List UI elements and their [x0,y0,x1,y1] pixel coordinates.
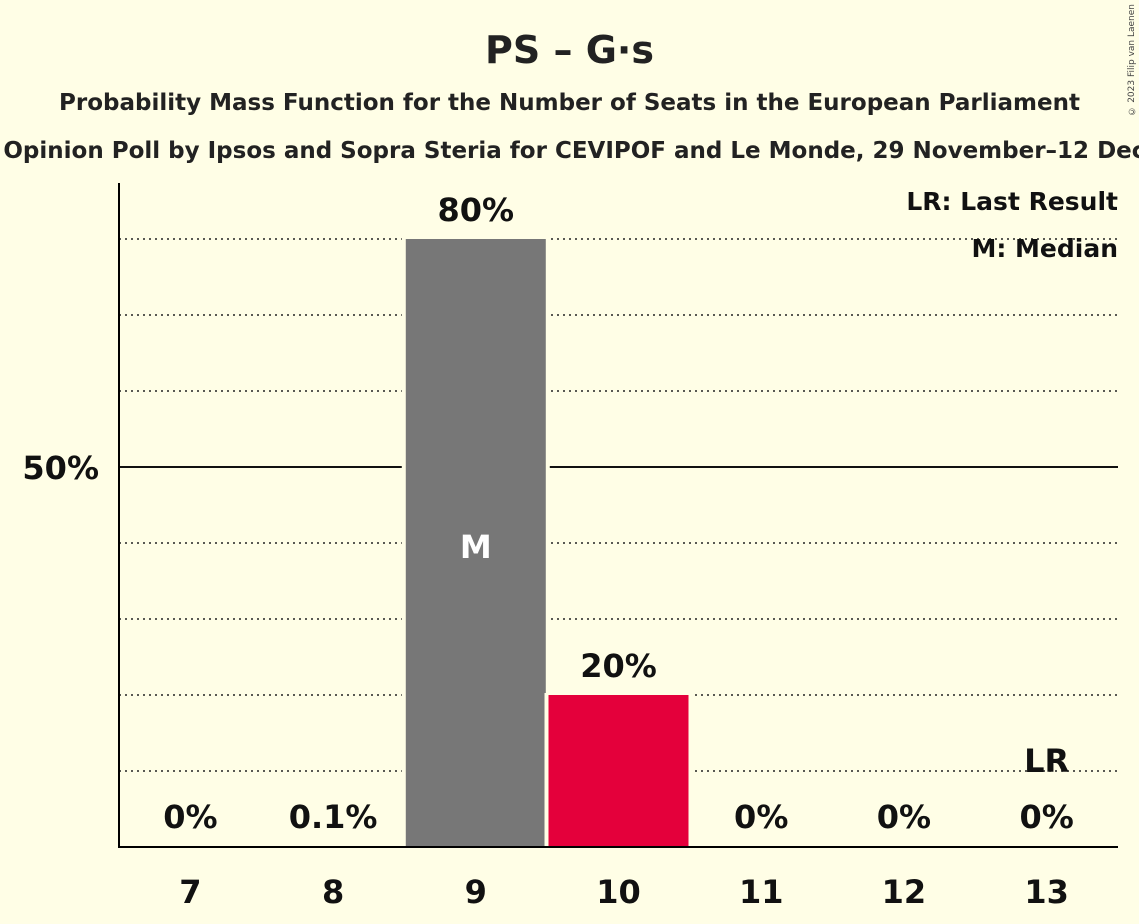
x-tick-label: 10 [596,873,641,911]
data-label: 0% [877,798,931,836]
legend-entry: LR: Last Result [906,187,1118,216]
x-tick-label: 12 [882,873,927,911]
x-tick-label: 9 [465,873,487,911]
chart-title: PS – G·s [485,28,654,72]
y-tick-label: 50% [22,449,99,487]
x-tick-label: 8 [322,873,344,911]
x-tick-label: 7 [179,873,201,911]
median-marker: M [460,528,492,566]
data-label: 0% [163,798,217,836]
bar [548,695,689,847]
data-label: 20% [580,647,657,685]
x-tick-label: 11 [739,873,784,911]
chart-subtitle: Probability Mass Function for the Number… [59,90,1080,116]
x-tick-label: 13 [1024,873,1069,911]
data-label: 0% [1019,798,1073,836]
data-label: 80% [437,191,514,229]
chart-poll-description: n Opinion Poll by Ipsos and Sopra Steria… [0,138,1139,164]
data-label: 0% [734,798,788,836]
bar [405,239,546,847]
data-label: 0.1% [289,798,378,836]
legend-entry: M: Median [971,234,1118,263]
last-result-marker: LR [1024,742,1069,780]
